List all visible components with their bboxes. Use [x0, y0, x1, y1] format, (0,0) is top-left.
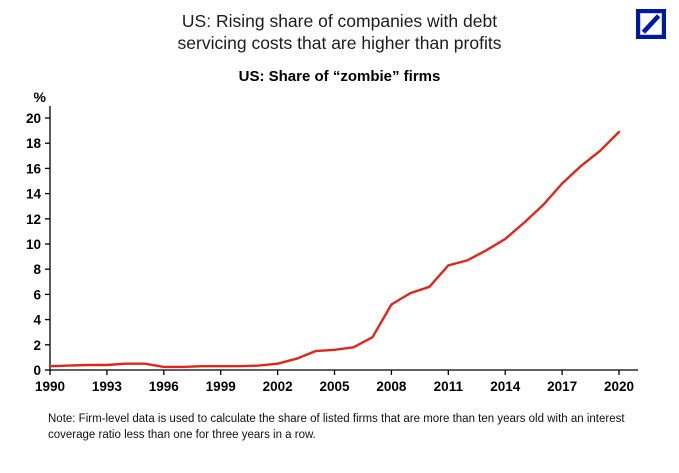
y-tick-label: 0	[33, 363, 41, 378]
y-tick-label: 4	[33, 312, 41, 327]
zombie-share-line	[48, 130, 621, 368]
deutsche-bank-logo	[636, 9, 666, 39]
y-tick-label: 14	[26, 186, 42, 201]
footnote: Note: Firm-level data is used to calcula…	[48, 412, 625, 441]
y-tick-label: 12	[26, 212, 41, 227]
main-title-line-1: US: Rising share of companies with debt	[181, 11, 498, 31]
chart-subtitle: US: Share of “zombie” firms	[238, 67, 441, 85]
x-tick-label: 2008	[376, 379, 407, 394]
main-title-line-2: servicing costs that are higher than pro…	[177, 33, 502, 54]
y-tick-label: 20	[26, 111, 41, 126]
y-axis-unit-label: %	[34, 89, 47, 105]
y-tick-label: 2	[33, 338, 41, 353]
y-tick-label: 10	[26, 237, 41, 252]
x-tick-label: 1996	[149, 379, 180, 394]
x-tick-label: 2014	[490, 379, 521, 394]
plot-area: 0 2 4 6 8 10 12 14 16 18 20 1990 1993 1996 1999 2002 200…	[0, 88, 679, 405]
y-tick-label: 6	[33, 287, 41, 302]
y-tick-label: 18	[26, 136, 42, 151]
x-tick-label: 1993	[92, 379, 123, 394]
y-tick-label: 8	[33, 262, 41, 277]
x-tick-label: 2002	[263, 379, 293, 394]
chart-header: US: Rising share of companies with debt …	[0, 0, 679, 55]
x-tick-label: 1990	[35, 379, 65, 394]
y-tick-label: 16	[26, 161, 42, 176]
x-tick-label: 2020	[604, 379, 634, 394]
zombie-firms-line-chart: 0 2 4 6 8 10 12 14 16 18 20 1990 1993 1996 1999 2002 200…	[26, 89, 638, 394]
x-tick-label: 2005	[319, 379, 350, 394]
logo-slash-icon	[641, 14, 661, 34]
x-tick-label: 1999	[206, 379, 236, 394]
x-tick-label: 2011	[434, 379, 464, 394]
x-tick-label: 2017	[547, 379, 577, 394]
